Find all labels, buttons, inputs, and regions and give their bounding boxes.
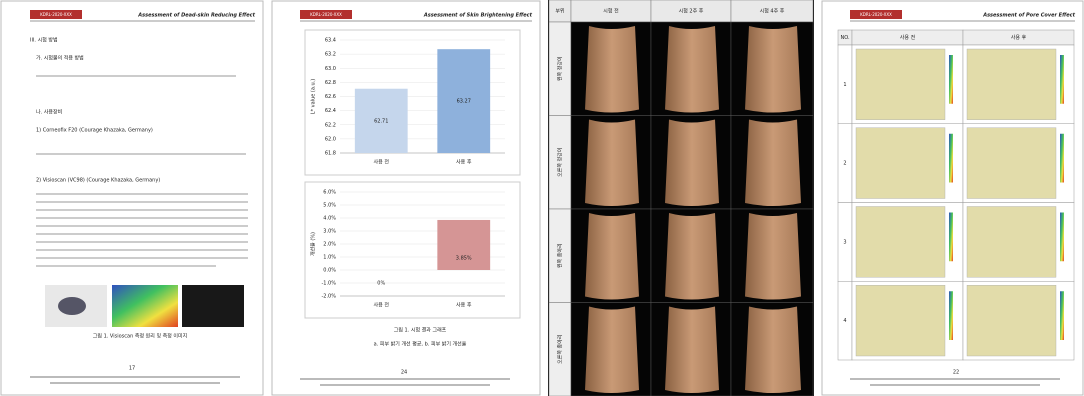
x-tick-label: 사용 후: [456, 302, 472, 309]
data-label: 63.27: [457, 99, 471, 105]
skin-photo: [585, 26, 639, 113]
pore-image: [967, 207, 1056, 278]
skin-photo: [745, 26, 801, 113]
pore-image: [967, 49, 1056, 120]
heading: 나. 사용장비: [36, 109, 62, 116]
skin-photo: [745, 307, 801, 394]
y-tick-label: 62.0: [325, 136, 336, 142]
skin-photo: [665, 26, 719, 113]
doc-code: KDRL-2020-XXX: [40, 12, 72, 17]
y-tick-label: 3.0%: [323, 229, 336, 235]
bar: [437, 220, 490, 270]
row-label: 1: [843, 82, 846, 88]
pore-image: [856, 49, 945, 120]
row-label: 오른쪽 종아리: [557, 335, 564, 364]
y-tick-label: 63.0: [325, 66, 336, 72]
column-header: 시험 4주 후: [760, 9, 785, 15]
figure-subcaption: a. 피부 밝기 개선 평균, b. 피부 밝기 개선율: [374, 341, 467, 348]
y-tick-label: 1.0%: [323, 255, 336, 261]
color-scale: [1060, 134, 1064, 183]
pore-image: [967, 128, 1056, 199]
column-header: 시험 2주 후: [679, 9, 704, 15]
footer: [320, 384, 490, 386]
skin-photo: [745, 120, 801, 207]
footer: [50, 382, 220, 384]
skin-photo: [665, 307, 719, 394]
figure-caption: 그림 1. Visioscan 측정 원리 및 측정 이미지: [93, 333, 187, 340]
scan-3d-image: [112, 285, 178, 327]
color-scale: [1060, 291, 1064, 340]
row-label: 2: [843, 161, 846, 167]
color-scale: [949, 213, 953, 262]
y-tick-label: 6.0%: [323, 190, 336, 196]
x-tick-label: 사용 전: [374, 302, 390, 309]
y-axis-label: 개선율 (%): [310, 232, 317, 256]
skin-photo: [585, 213, 639, 300]
footer: [850, 378, 1060, 380]
doc-code: KDRL-2020-XXX: [860, 12, 892, 17]
y-tick-label: 62.4: [325, 108, 336, 114]
color-scale: [1060, 55, 1064, 104]
figure-caption: 그림 1. 시험 결과 그래프: [394, 327, 447, 334]
x-tick-label: 사용 전: [374, 159, 390, 166]
y-tick-label: 62.6: [325, 94, 336, 100]
y-tick-label: 5.0%: [323, 203, 336, 209]
column-header: 부위: [555, 8, 564, 15]
column-header: NO.: [840, 35, 849, 41]
y-tick-label: 63.2: [325, 52, 336, 58]
y-axis-label: L* value (a.u.): [311, 79, 317, 114]
x-tick-label: 사용 후: [456, 159, 472, 166]
y-tick-label: 62.2: [325, 122, 336, 128]
color-scale: [949, 134, 953, 183]
device-image: [58, 297, 86, 315]
data-label: 0%: [377, 281, 385, 287]
skin-photo: [665, 213, 719, 300]
pore-image: [967, 285, 1056, 356]
pore-image: [856, 285, 945, 356]
row-label: 왼쪽 종아리: [557, 243, 564, 268]
column-header: 사용 전: [900, 34, 916, 41]
skin-photo: [585, 307, 639, 394]
column-header: 시험 전: [603, 8, 619, 15]
heading: 가. 시험물의 적용 방법: [36, 55, 84, 62]
y-tick-label: 4.0%: [323, 216, 336, 222]
screenshot: KDRL-2020-XXX Assessment of Dead-skin Re…: [0, 0, 1084, 396]
heading: 2) Visioscan (VC98) (Courage Khazaka, Ge…: [36, 178, 160, 184]
data-label: 3.85%: [456, 255, 472, 261]
column-header: 사용 후: [1011, 34, 1027, 41]
page-number: 22: [953, 370, 959, 376]
skin-photo: [745, 213, 801, 300]
y-tick-label: 63.4: [325, 38, 336, 44]
y-tick-label: 0.0%: [323, 268, 336, 274]
page-number: 24: [401, 370, 407, 376]
pore-image: [856, 128, 945, 199]
footer: [300, 378, 510, 380]
color-scale: [1060, 213, 1064, 262]
color-scale: [949, 291, 953, 340]
row-label: 4: [843, 318, 846, 324]
y-tick-label: -2.0%: [321, 294, 336, 300]
doc-code: KDRL-2020-XXX: [310, 12, 342, 17]
row-label: 3: [843, 239, 846, 245]
y-tick-label: 2.0%: [323, 242, 336, 248]
page-number: 17: [129, 366, 135, 372]
row-label: 왼쪽 정강이: [557, 56, 564, 81]
y-tick-label: -1.0%: [321, 281, 336, 287]
page-title: Assessment of Skin Brightening Effect: [423, 13, 533, 19]
skin-photo: [665, 120, 719, 207]
footer: [870, 384, 1040, 386]
footer: [30, 376, 240, 378]
pore-image: [856, 207, 945, 278]
page-title: Assessment of Pore Cover Effect: [982, 13, 1075, 19]
y-tick-label: 62.8: [325, 80, 336, 86]
y-tick-label: 61.8: [325, 151, 336, 157]
heading: III. 시험 방법: [30, 37, 58, 44]
color-scale: [949, 55, 953, 104]
data-label: 62.71: [374, 118, 388, 124]
row-label: 오른쪽 정강이: [557, 148, 564, 177]
skin-photo: [585, 120, 639, 207]
scan-image: [182, 285, 244, 327]
heading: 1) Corneofix F20 (Courage Khazaka, Germa…: [36, 128, 153, 134]
page-title: Assessment of Dead-skin Reducing Effect: [137, 13, 255, 19]
